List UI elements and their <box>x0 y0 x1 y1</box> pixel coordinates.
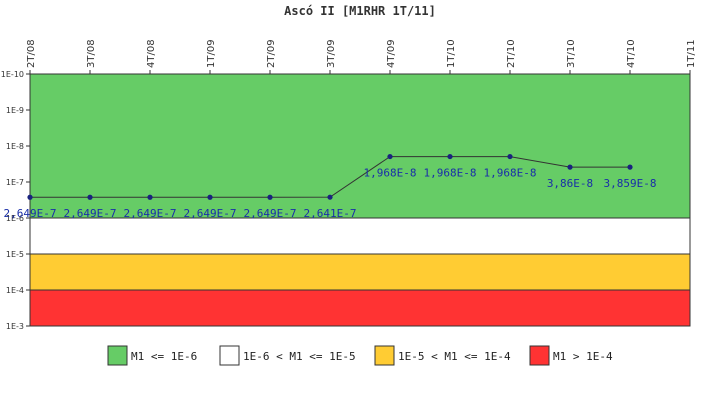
band-1 <box>29 73 691 219</box>
x-tick-label: 2T/08 <box>26 39 37 68</box>
data-label: 3,86E-8 <box>547 177 593 190</box>
y-tick-label: 1E-7 <box>6 178 24 187</box>
y-tick-label: 1E-6 <box>6 214 24 223</box>
series-line: 2,649E-7 2,649E-7 2,649E-7 2,649E-7 2,649E-7… <box>4 153 657 220</box>
legend: M1 <= 1E-6 1E-6 < M1 <= 1E-5 1E-5 < M1 <= … <box>107 345 613 366</box>
data-label: 2,649E-7 <box>124 207 177 220</box>
data-label: 1,968E-8 <box>484 167 537 180</box>
data-point <box>627 164 633 170</box>
x-tick-label: 4T/09 <box>386 39 397 68</box>
x-tick-label: 4T/10 <box>626 39 637 68</box>
y-axis: 1E-10 1E-9 1E-8 1E-7 1E-6 1E-5 1E-4 1E-3 <box>1 70 30 331</box>
x-tick-label: 1T/09 <box>206 39 217 68</box>
legend-label: 1E-5 < M1 <= 1E-4 <box>398 350 511 363</box>
x-tick-label: 4T/08 <box>146 39 157 68</box>
data-point <box>387 153 393 160</box>
x-tick-label: 1T/11 <box>686 39 697 68</box>
data-point <box>267 194 273 200</box>
x-tick-label: 1T/10 <box>446 39 457 68</box>
y-tick-label: 1E-5 <box>6 250 24 259</box>
data-label: 1,968E-8 <box>364 167 417 180</box>
y-tick-label: 1E-8 <box>6 142 24 151</box>
data-point <box>147 194 153 200</box>
x-tick-label: 3T/09 <box>326 39 337 68</box>
y-tick-label: 1E-4 <box>6 286 24 295</box>
x-tick-label: 3T/08 <box>86 39 97 68</box>
data-label: 2,641E-7 <box>304 207 357 220</box>
legend-label: M1 <= 1E-6 <box>131 350 197 363</box>
data-label: 1,968E-8 <box>424 167 477 180</box>
x-axis: 2T/08 3T/08 4T/08 1T/09 2T/09 3T/09 4T/09 1T/10… <box>26 39 697 74</box>
x-tick-label: 3T/10 <box>566 39 577 68</box>
y-tick-label: 1E-9 <box>6 106 24 115</box>
data-label: 2,649E-7 <box>244 207 297 220</box>
band-2 <box>29 217 691 255</box>
data-label: 2,649E-7 <box>64 207 117 220</box>
data-point <box>87 194 93 200</box>
data-label: 2,649E-7 <box>4 207 57 220</box>
plot-frame <box>29 73 691 327</box>
band-3 <box>29 253 691 291</box>
data-label: 2,649E-7 <box>184 207 237 220</box>
data-point <box>447 153 453 160</box>
data-point <box>207 194 213 200</box>
data-point <box>327 194 333 200</box>
data-point <box>567 164 573 170</box>
legend-swatch <box>107 345 128 366</box>
y-tick-label: 1E-3 <box>6 322 24 331</box>
x-tick-label: 2T/09 <box>266 39 277 68</box>
data-point <box>27 194 33 200</box>
risk-bands <box>29 73 691 327</box>
legend-label: 1E-6 < M1 <= 1E-5 <box>243 350 356 363</box>
band-4 <box>29 289 691 327</box>
x-tick-label: 2T/10 <box>506 39 517 68</box>
data-label: 3,859E-8 <box>604 177 657 190</box>
y-tick-label: 1E-10 <box>1 70 24 79</box>
chart-title: Ascó II [M1RHR 1T/11] <box>284 4 436 18</box>
data-point <box>507 153 513 160</box>
legend-label: M1 > 1E-4 <box>553 350 613 363</box>
legend-swatch <box>219 345 240 366</box>
legend-swatch <box>529 345 550 366</box>
legend-swatch <box>374 345 395 366</box>
